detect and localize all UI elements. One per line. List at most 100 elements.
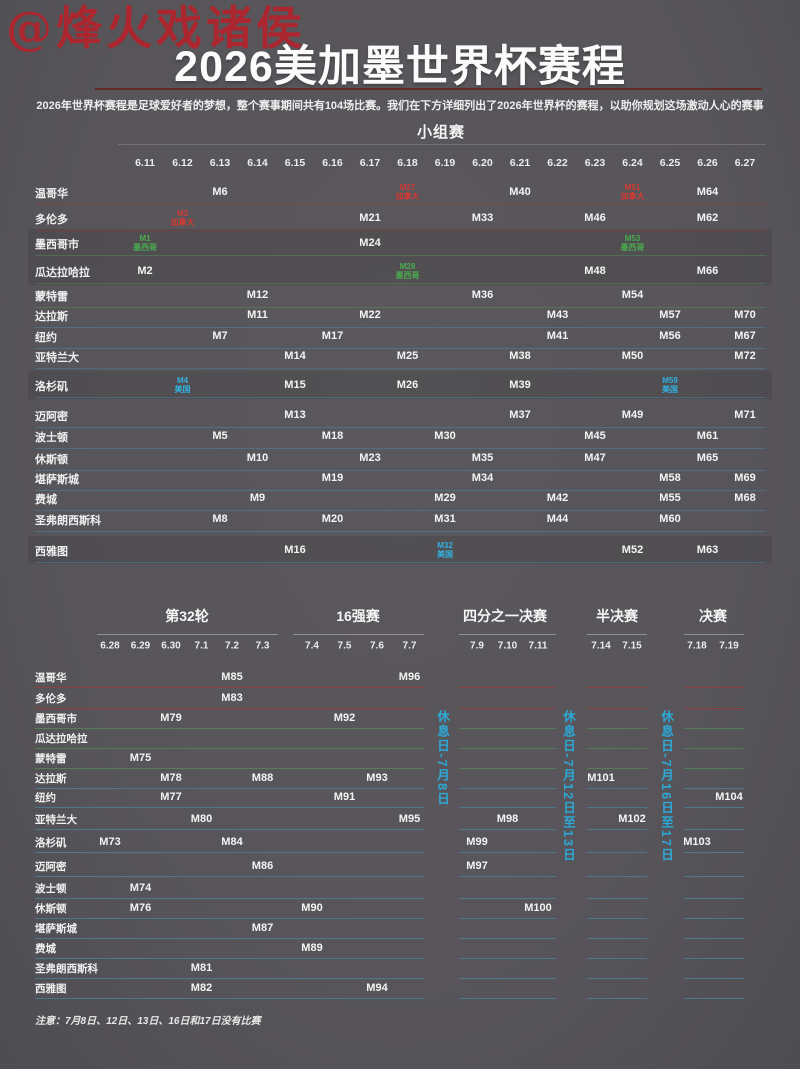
match-label: M91 [333, 791, 356, 803]
row-separator [684, 898, 744, 899]
host-match-label: M28 墨西哥 [396, 262, 420, 280]
row-separator [35, 938, 424, 939]
host-match-line: M32 [437, 541, 453, 550]
match-label: M78 [160, 772, 182, 784]
match-label: M8 [212, 513, 228, 525]
date-label: 6.23 [584, 157, 606, 169]
match-label: M83 [221, 692, 243, 704]
row-separator [587, 788, 647, 789]
row-separator [35, 807, 424, 808]
match-label: M82 [190, 982, 213, 994]
date-label: 6.14 [247, 157, 268, 169]
stage-divider [97, 634, 278, 635]
stage-title: 半决赛 [596, 608, 638, 624]
city-label: 西雅图 [35, 983, 67, 995]
match-label: M79 [160, 712, 182, 724]
city-label: 亚特兰大 [35, 814, 77, 826]
date-label: 7.7 [402, 640, 417, 652]
row-separator [684, 918, 744, 919]
match-label: M100 [524, 902, 552, 914]
row-separator [35, 470, 766, 471]
match-label: M46 [584, 212, 606, 224]
row-separator [684, 687, 744, 688]
row-separator [35, 490, 766, 491]
match-label: M64 [696, 186, 719, 198]
date-label: 6.28 [100, 640, 120, 652]
host-match-label: M32 美国 [437, 541, 453, 559]
page-subtitle: 2026年世界杯赛程是足球爱好者的梦想，整个赛事期间共有104场比赛。我们在下方… [36, 100, 764, 112]
row-separator [587, 728, 647, 729]
match-label: M24 [359, 237, 381, 249]
match-label: M57 [659, 309, 681, 321]
match-label: M42 [546, 492, 569, 504]
row-separator [35, 204, 766, 205]
match-label: M25 [396, 350, 419, 362]
row-separator [459, 978, 556, 979]
host-match-label: M3 加拿大 [171, 209, 195, 227]
date-label: 7.6 [370, 640, 384, 652]
host-match-line: M3 [176, 209, 189, 218]
host-match-line: M51 [624, 183, 641, 192]
city-label: 圣弗朗西斯科 [35, 963, 98, 975]
host-match-line: 加拿大 [395, 192, 420, 201]
match-label: M17 [321, 330, 344, 342]
row-separator [35, 307, 766, 308]
match-label: M48 [584, 265, 606, 277]
match-label: M60 [659, 513, 681, 525]
row-separator [587, 829, 647, 830]
row-separator [35, 427, 766, 428]
row-separator [684, 958, 744, 959]
match-label: M18 [321, 430, 344, 442]
match-label: M34 [471, 472, 494, 484]
rest-day-label: 休息日-7月8日 [435, 710, 449, 807]
match-label: M23 [359, 452, 381, 464]
date-label: 6.15 [284, 157, 306, 169]
date-label: 7.5 [337, 640, 352, 652]
row-separator [587, 687, 647, 688]
row-separator [35, 958, 424, 959]
match-label: M86 [251, 860, 274, 872]
match-label: M89 [301, 942, 323, 954]
date-label: 6.22 [547, 157, 568, 169]
host-match-line: 墨西哥 [133, 243, 157, 252]
city-label: 洛杉矶 [35, 837, 67, 849]
host-match-line: 美国 [174, 385, 191, 394]
host-match-label: M1 墨西哥 [133, 234, 157, 252]
match-label: M15 [284, 379, 306, 391]
date-label: 6.19 [434, 157, 456, 169]
stage-title: 16强赛 [336, 608, 380, 624]
row-separator [459, 918, 556, 919]
group-stage-heading: 小组赛 [416, 124, 465, 141]
match-label: M94 [366, 982, 388, 994]
date-label: 7.11 [528, 640, 548, 652]
row-highlight-band [28, 229, 772, 257]
row-separator [35, 397, 766, 398]
match-label: M81 [190, 962, 213, 974]
row-separator [587, 876, 647, 877]
match-label: M33 [471, 212, 494, 224]
match-label: M97 [466, 860, 488, 872]
city-label: 休斯顿 [35, 454, 68, 466]
match-label: M52 [621, 544, 644, 556]
match-label: M31 [434, 513, 456, 525]
date-label: 6.17 [359, 157, 381, 169]
match-label: M35 [471, 452, 494, 464]
row-highlight-band [28, 257, 772, 285]
match-label: M43 [546, 309, 569, 321]
row-separator [35, 230, 766, 231]
row-separator [35, 829, 424, 830]
row-separator [587, 708, 647, 709]
match-label: M30 [434, 430, 456, 442]
match-label: M16 [284, 544, 306, 556]
host-match-line: 加拿大 [620, 192, 645, 201]
match-label: M88 [251, 772, 274, 784]
match-label: M54 [621, 289, 644, 301]
match-label: M14 [284, 350, 306, 362]
match-label: M74 [129, 882, 152, 894]
host-match-line: M28 [399, 262, 416, 271]
host-match-label: M27 加拿大 [396, 183, 420, 201]
match-label: M50 [621, 350, 644, 362]
match-label: M70 [734, 309, 756, 321]
match-label: M19 [321, 472, 344, 484]
